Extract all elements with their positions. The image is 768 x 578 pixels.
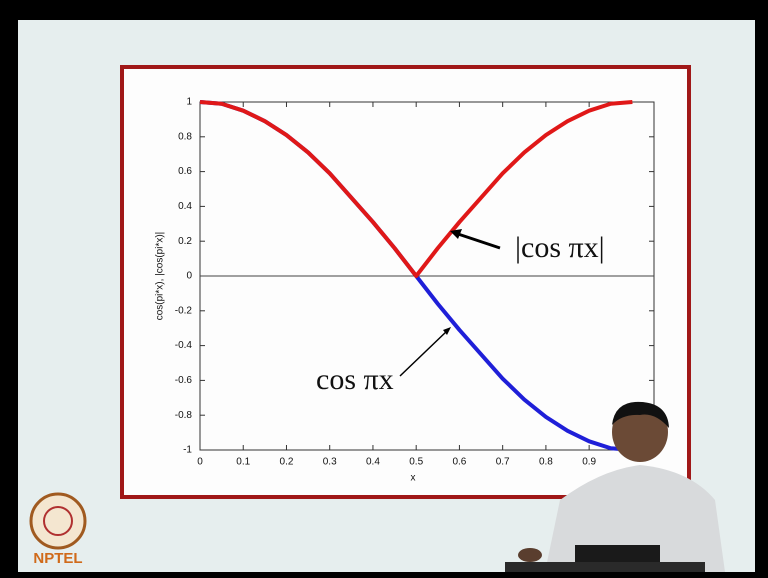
desk-object (505, 562, 705, 572)
x-tick-label: 0.4 (366, 457, 380, 468)
logo-emblem (31, 494, 85, 548)
y-axis-label: cos(pi*x), |cos(pi*x)| (155, 232, 166, 321)
laptop (575, 545, 660, 563)
x-tick-label: 0.5 (409, 457, 423, 468)
y-tick-label: -0.8 (175, 410, 193, 421)
logo: NPTEL (31, 494, 85, 567)
y-tick-label: 1 (186, 97, 192, 108)
hand (518, 548, 542, 562)
y-tick-label: 0.4 (178, 201, 192, 212)
y-tick-label: -0.4 (175, 340, 193, 351)
x-tick-label: 0.3 (323, 457, 337, 468)
x-tick-label: 0.2 (280, 457, 294, 468)
x-tick-label: 0.8 (539, 457, 553, 468)
x-tick-label: 0.9 (582, 457, 596, 468)
x-tick-label: 0.6 (452, 457, 466, 468)
y-tick-label: 0 (186, 271, 192, 282)
y-tick-label: -0.6 (175, 375, 193, 386)
chart-frame (122, 67, 689, 497)
x-tick-label: 0 (197, 457, 203, 468)
page: -1 -0.8 -0.6 -0.4 -0.2 0 0.2 0.4 0.6 0.8 1 0 0.1 0.2 0… (0, 0, 768, 578)
x-tick-label: 0.1 (236, 457, 250, 468)
y-tick-label: -1 (183, 445, 192, 456)
x-axis-label: x (411, 473, 416, 484)
x-tick-label: 0.7 (496, 457, 510, 468)
y-tick-label: -0.2 (175, 305, 193, 316)
y-tick-label: 0.6 (178, 166, 192, 177)
logo-text: NPTEL (33, 550, 82, 567)
video-frame: -1 -0.8 -0.6 -0.4 -0.2 0 0.2 0.4 0.6 0.8 1 0 0.1 0.2 0… (0, 0, 768, 578)
annotation: cos πx (316, 363, 394, 396)
y-tick-label: 0.8 (178, 131, 192, 142)
y-tick-label: 0.2 (178, 236, 192, 247)
annotation: |cos πx| (515, 231, 605, 264)
